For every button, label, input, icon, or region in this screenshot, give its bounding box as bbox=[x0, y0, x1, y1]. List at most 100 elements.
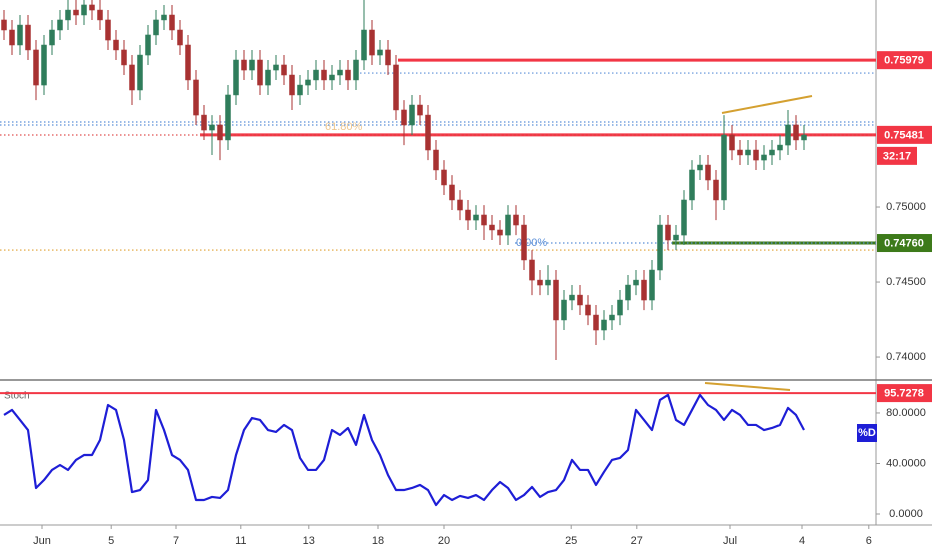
candle-body bbox=[25, 24, 31, 51]
candle-body bbox=[225, 94, 231, 141]
y-tick-label: 80.0000 bbox=[886, 407, 926, 419]
candle-body bbox=[305, 79, 311, 86]
candle-body bbox=[297, 84, 303, 96]
candle-body bbox=[193, 79, 199, 116]
candle-body bbox=[41, 44, 47, 86]
price-tag bbox=[877, 234, 932, 253]
candle-body bbox=[369, 29, 375, 56]
candle-body bbox=[17, 24, 23, 46]
candle-body bbox=[465, 209, 471, 221]
candle-body bbox=[577, 294, 583, 306]
price-tag bbox=[877, 51, 932, 70]
x-tick-label: 25 bbox=[565, 535, 577, 547]
candle-body bbox=[329, 74, 335, 81]
candle-body bbox=[121, 49, 127, 66]
candle-body bbox=[505, 214, 511, 236]
candle-body bbox=[377, 49, 383, 56]
fib-label: 61.80% bbox=[325, 121, 363, 133]
y-tick-label: 0.75000 bbox=[886, 201, 926, 213]
candle-body bbox=[97, 9, 103, 21]
price-tag-label: 0.75979 bbox=[884, 55, 924, 67]
candle-body bbox=[609, 314, 615, 321]
candle-body bbox=[153, 19, 159, 36]
candle-body bbox=[81, 4, 87, 16]
candle-body bbox=[433, 149, 439, 171]
candle-body bbox=[729, 134, 735, 151]
candle-body bbox=[673, 234, 679, 241]
price-tag-label: 0.74760 bbox=[884, 237, 924, 249]
candle-body bbox=[553, 279, 559, 321]
x-tick-label: 6 bbox=[866, 535, 872, 547]
candle-body bbox=[681, 199, 687, 236]
candle-body bbox=[73, 9, 79, 16]
candle-body bbox=[425, 114, 431, 151]
candle-body bbox=[257, 59, 263, 86]
candle-body bbox=[617, 299, 623, 316]
candle-body bbox=[545, 279, 551, 286]
candle-body bbox=[625, 284, 631, 301]
candle-body bbox=[265, 69, 271, 86]
price-tag bbox=[877, 125, 932, 144]
candle-body bbox=[209, 124, 215, 131]
candle-body bbox=[761, 154, 767, 161]
y-tick-label: 0.0000 bbox=[889, 508, 923, 520]
candle-body bbox=[233, 59, 239, 96]
candle-body bbox=[513, 214, 519, 226]
candle-body bbox=[393, 64, 399, 111]
candle-body bbox=[601, 319, 607, 331]
candle-body bbox=[481, 214, 487, 226]
candle-body bbox=[361, 29, 367, 61]
stoch-line bbox=[3, 393, 805, 507]
x-tick-label: 20 bbox=[438, 535, 450, 547]
x-tick-label: 5 bbox=[108, 535, 114, 547]
candle-body bbox=[289, 74, 295, 96]
candle-body bbox=[137, 54, 143, 91]
candle-body bbox=[353, 59, 359, 81]
candle-body bbox=[49, 29, 55, 46]
candle-body bbox=[521, 224, 527, 261]
price-tag-label: 95.7278 bbox=[884, 387, 924, 399]
y-tick-label: 40.0000 bbox=[886, 457, 926, 469]
candle-body bbox=[689, 169, 695, 201]
candle-body bbox=[473, 214, 479, 221]
candle-body bbox=[129, 64, 135, 91]
candle-body bbox=[321, 69, 327, 81]
candle-body bbox=[105, 19, 111, 41]
candle-body bbox=[497, 229, 503, 236]
candle-body bbox=[697, 164, 703, 171]
candle-body bbox=[657, 224, 663, 271]
candle-body bbox=[745, 149, 751, 156]
candle-body bbox=[385, 49, 391, 66]
candle-body bbox=[457, 199, 463, 211]
candle-body bbox=[65, 9, 71, 21]
candle-body bbox=[417, 104, 423, 116]
candle-body bbox=[705, 164, 711, 181]
candle-body bbox=[561, 299, 567, 321]
x-tick-label: 13 bbox=[303, 535, 315, 547]
y-tick-label: 0.74000 bbox=[886, 351, 926, 363]
legend-box bbox=[857, 424, 877, 442]
candle-body bbox=[793, 124, 799, 141]
candle-body bbox=[185, 44, 191, 81]
candle-body bbox=[529, 259, 535, 281]
candle-body bbox=[337, 69, 343, 76]
candle-body bbox=[593, 314, 599, 331]
candle-body bbox=[633, 279, 639, 286]
candle-body bbox=[449, 184, 455, 201]
candle-body bbox=[753, 149, 759, 161]
candle-body bbox=[409, 104, 415, 126]
candle-body bbox=[569, 294, 575, 301]
candle-body bbox=[177, 29, 183, 46]
candle-body bbox=[401, 109, 407, 126]
candle-body bbox=[713, 179, 719, 201]
candle-body bbox=[33, 49, 39, 86]
candle-body bbox=[721, 134, 727, 201]
candle-body bbox=[161, 14, 167, 21]
price-tag bbox=[877, 384, 932, 403]
legend-label: %D bbox=[858, 427, 876, 439]
x-tick-label: Jun bbox=[33, 535, 51, 547]
candle-body bbox=[9, 29, 15, 46]
candle-body bbox=[169, 14, 175, 31]
candle-body bbox=[313, 69, 319, 81]
